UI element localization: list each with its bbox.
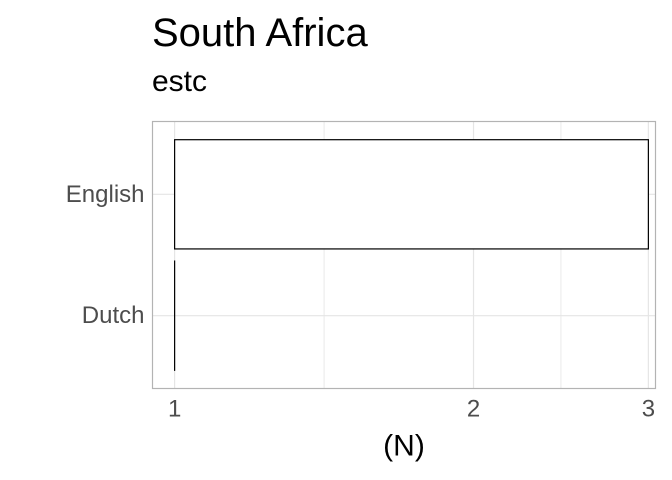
- x-tick-label: 2: [467, 396, 480, 423]
- chart-subtitle: estc: [152, 65, 208, 98]
- x-tick-label: 1: [168, 396, 181, 423]
- y-tick-label: English: [66, 181, 145, 208]
- y-tick-label: Dutch: [82, 302, 145, 329]
- chart-title: South Africa: [152, 11, 368, 55]
- x-axis-title: (N): [383, 430, 425, 463]
- x-tick-label: 3: [642, 396, 655, 423]
- panel-border: [151, 120, 657, 390]
- bar-english: [174, 139, 649, 250]
